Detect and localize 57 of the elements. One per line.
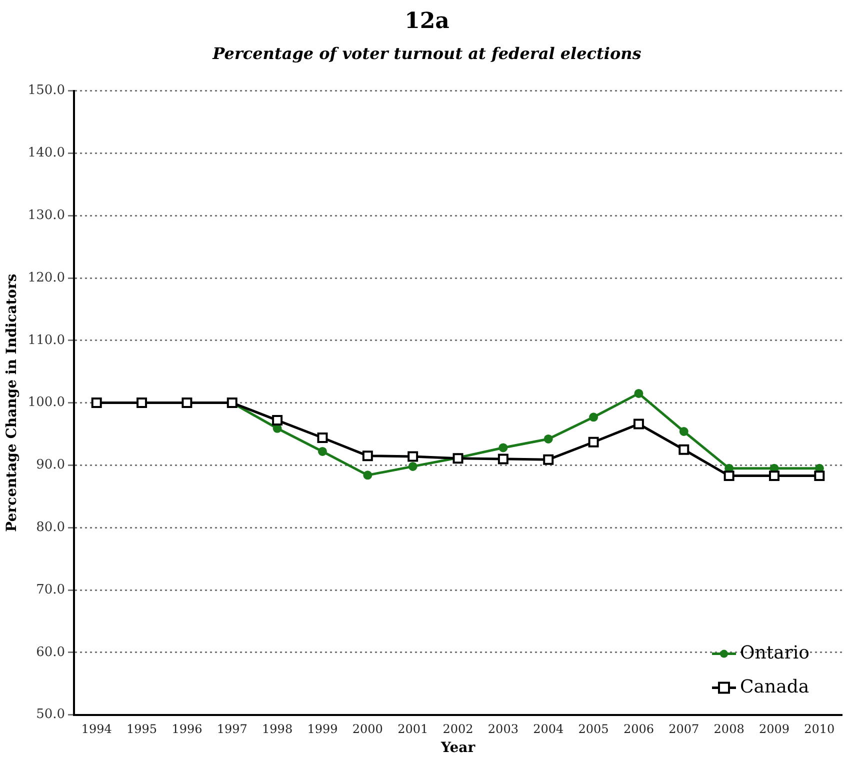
point	[408, 451, 418, 462]
x-tick-label: 1994	[81, 722, 112, 736]
x-tick-label: 2008	[714, 722, 744, 736]
point	[498, 454, 508, 464]
chart-subtitle: Percentage of voter turnout at federal elections	[211, 44, 642, 63]
point	[678, 444, 690, 455]
x-tick-label: 1999	[307, 722, 338, 736]
point	[634, 388, 644, 398]
x-tick-label: 1997	[216, 722, 248, 736]
x-tick-label: 2000	[352, 722, 383, 736]
y-axis-title: Percentage Change in Indicators	[4, 274, 20, 532]
legend-label: Ontario	[740, 642, 810, 664]
point	[272, 415, 283, 426]
point	[317, 432, 328, 443]
x-tick-label: 2005	[578, 722, 609, 736]
x-tick-label: 1995	[126, 722, 158, 736]
y-tick-label: 130.0	[28, 208, 66, 223]
x-tick-label: 2010	[804, 722, 835, 736]
x-tick-label: 1996	[172, 722, 202, 736]
x-tick-label: 1998	[262, 722, 293, 736]
point	[543, 454, 554, 465]
point	[588, 436, 599, 448]
point	[363, 470, 372, 480]
legend-label: Canada	[740, 676, 810, 698]
y-tick-label: 120.0	[28, 270, 66, 286]
point	[589, 412, 598, 422]
x-tick-label: 2007	[668, 722, 700, 736]
point	[318, 446, 327, 456]
y-tick-label: 110.0	[28, 332, 66, 348]
x-tick-label: 2006	[623, 722, 654, 736]
x-tick-label: 2009	[758, 722, 790, 736]
point	[814, 470, 825, 482]
y-tick-label: 70.0	[36, 582, 66, 598]
x-tick-label: 2003	[488, 722, 518, 736]
point	[768, 470, 780, 482]
x-axis-title: Year	[440, 740, 476, 756]
y-tick-label: 100.0	[28, 395, 66, 410]
y-tick-label: 90.0	[36, 458, 66, 473]
point	[679, 427, 688, 436]
x-tick-label: 2001	[398, 722, 428, 736]
point	[633, 418, 644, 430]
x-tick-label: 2002	[442, 722, 474, 736]
point	[408, 462, 418, 471]
point	[362, 450, 373, 462]
y-tick-label: 150.0	[28, 83, 66, 98]
chart-title: 12a	[404, 8, 450, 34]
point	[182, 398, 192, 408]
y-tick-label: 140.0	[28, 146, 66, 161]
y-tick-label: 80.0	[36, 520, 66, 535]
x-tick-label: 2004	[533, 722, 564, 736]
point	[724, 470, 734, 482]
point	[498, 443, 508, 452]
y-tick-label: 50.0	[36, 707, 66, 722]
point	[91, 398, 102, 408]
y-tick-label: 60.0	[36, 644, 66, 660]
point	[544, 434, 553, 444]
point	[136, 398, 148, 408]
